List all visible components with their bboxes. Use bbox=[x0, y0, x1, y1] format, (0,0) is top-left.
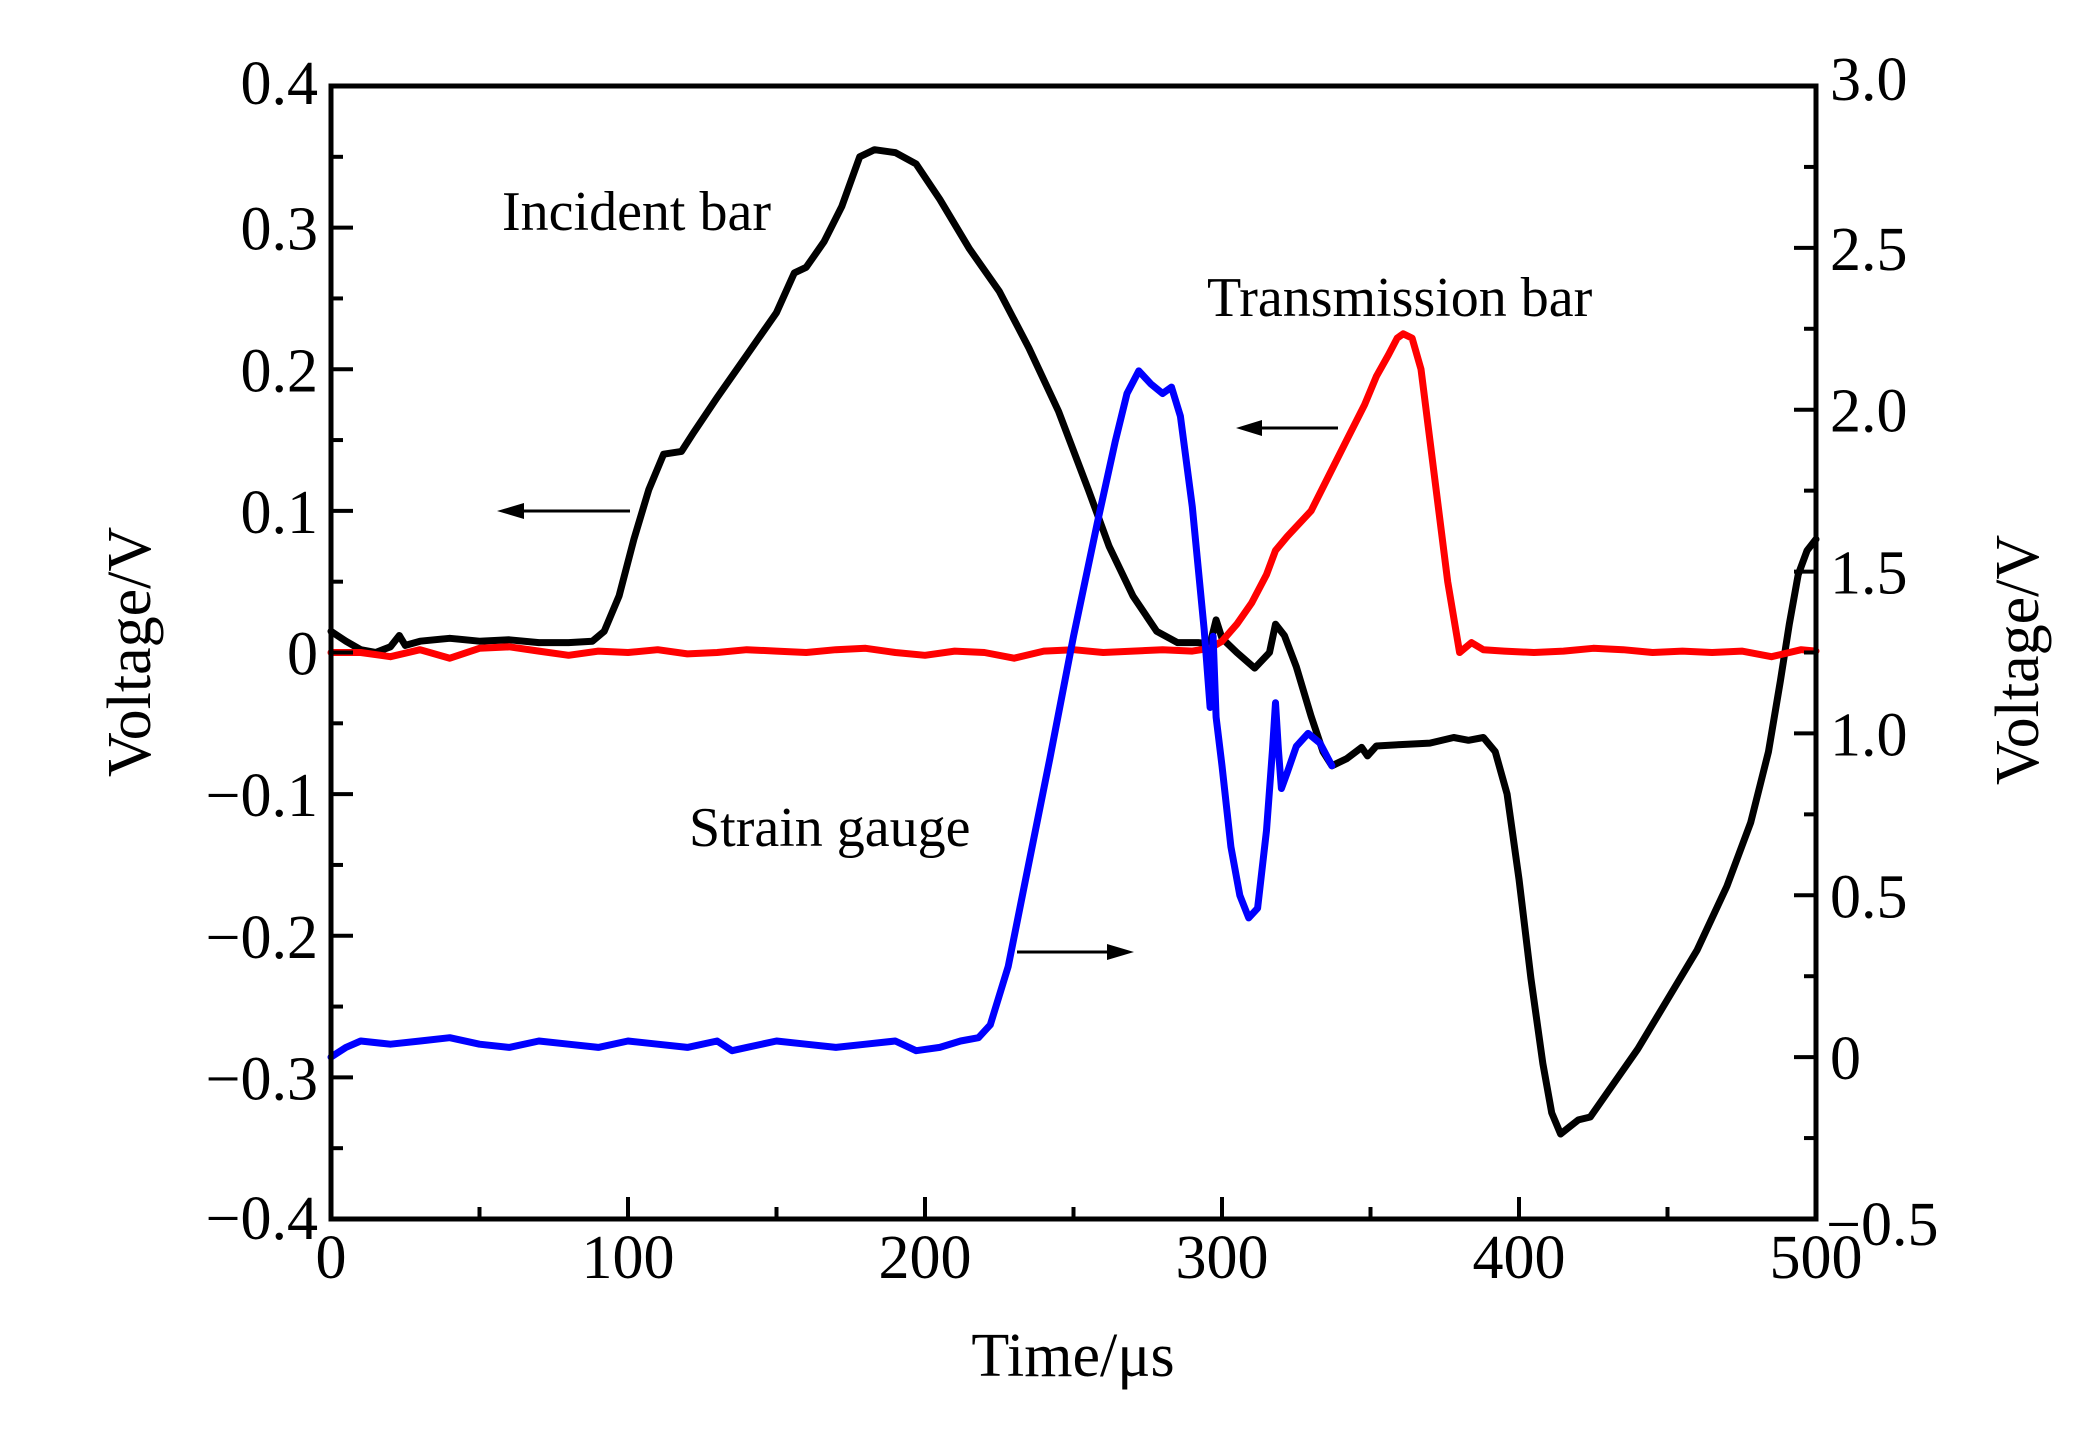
y2-tick-label: −0.5 bbox=[1826, 1191, 1938, 1259]
annotation-strain-gauge: Strain gauge bbox=[689, 797, 970, 859]
y-tick-label: −0.2 bbox=[206, 904, 318, 972]
y2-tick-label: 3.0 bbox=[1830, 46, 1908, 114]
y2-tick-label: 0.5 bbox=[1830, 863, 1908, 931]
annotation-incident-bar: Incident bar bbox=[502, 181, 771, 243]
y-tick-label: 0.3 bbox=[241, 196, 319, 264]
x-tick-label: 300 bbox=[1176, 1224, 1269, 1292]
x-axis-title: Time/μs bbox=[971, 1322, 1174, 1390]
arrow-incident-bar bbox=[497, 503, 630, 519]
y2-tick-label: 2.0 bbox=[1830, 378, 1908, 446]
y-tick-label: −0.3 bbox=[206, 1045, 318, 1113]
x-tick-label: 200 bbox=[879, 1224, 972, 1292]
y2-tick-label: 1.0 bbox=[1830, 701, 1908, 769]
annotation-transmission-bar: Transmission bar bbox=[1207, 267, 1593, 329]
y-tick-label: 0.1 bbox=[241, 479, 319, 547]
arrow-strain-gauge bbox=[1017, 944, 1134, 960]
series-layer bbox=[327, 146, 1820, 1138]
y-tick-label: 0 bbox=[287, 621, 318, 689]
x-tick-label: 0 bbox=[316, 1224, 347, 1292]
series-line-strain-gauge bbox=[327, 367, 1336, 1061]
arrow-transmission-bar bbox=[1236, 420, 1338, 436]
ticks-layer bbox=[331, 154, 1816, 1219]
y-tick-label: 0.4 bbox=[241, 50, 319, 118]
y2-tick-label: 2.5 bbox=[1830, 216, 1908, 284]
x-tick-label: 100 bbox=[582, 1224, 675, 1292]
y2-axis-title: Voltage/V bbox=[1984, 535, 2052, 785]
labels-layer: 0 100 200 300 400 500 0.4 0.3 0.2 0.1 0 −0.1 −0.2 −0.… bbox=[206, 46, 1939, 1292]
x-tick-label: 500 bbox=[1770, 1224, 1863, 1292]
y2-tick-label: 1.5 bbox=[1830, 540, 1908, 608]
y-tick-label: −0.4 bbox=[206, 1185, 318, 1253]
y-tick-label: −0.1 bbox=[206, 762, 318, 830]
y-axis-title: Voltage/V bbox=[96, 527, 164, 777]
y2-tick-label: 0 bbox=[1830, 1025, 1861, 1093]
x-tick-label: 400 bbox=[1473, 1224, 1566, 1292]
series-line-transmission-bar bbox=[327, 330, 1820, 662]
y-tick-label: 0.2 bbox=[241, 337, 319, 405]
